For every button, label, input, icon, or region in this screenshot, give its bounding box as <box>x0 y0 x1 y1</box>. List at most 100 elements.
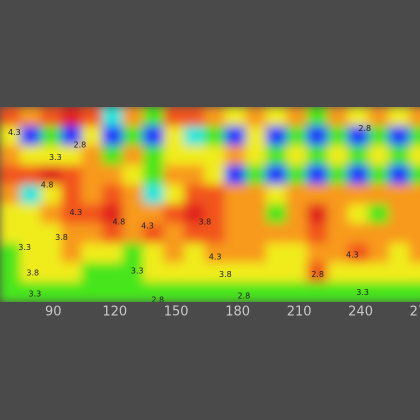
contour-cell <box>347 184 370 205</box>
contour-cell <box>60 126 83 147</box>
contour-cell <box>388 145 411 166</box>
contour-cell <box>388 262 411 283</box>
contour-cell <box>122 262 144 283</box>
x-tick-label: 90 <box>45 305 62 320</box>
contour-cell <box>245 126 267 147</box>
contour-cell <box>245 223 267 244</box>
contour-cell <box>388 223 411 244</box>
contour-label: 2.8 <box>74 141 87 150</box>
contour-cell <box>409 126 420 147</box>
contour-cell <box>101 204 124 225</box>
contour-cell <box>368 282 390 302</box>
contour-cell <box>224 145 247 166</box>
contour-cell <box>122 282 144 302</box>
contour-labels: 4.3 3.3 4.8 4.3 4.8 3.8 3.3 3.8 3.3 4.3 3.8 4.3 3.3 2… <box>8 124 371 302</box>
contour-cell <box>101 262 124 283</box>
contour-cell <box>388 282 411 302</box>
contour-cell <box>347 204 370 225</box>
contour-cell <box>265 223 288 244</box>
contour-cell <box>19 282 42 302</box>
contour-cell <box>368 243 390 264</box>
contour-cell <box>347 282 370 302</box>
contour-cell <box>306 145 329 166</box>
contour-cell <box>183 165 206 186</box>
contour-cell <box>245 165 267 186</box>
contour-cell <box>409 145 420 166</box>
contour-cell <box>122 184 144 205</box>
contour-cell <box>204 165 226 186</box>
contour-cell <box>101 184 124 205</box>
contour-cell <box>368 107 390 127</box>
contour-label: 4.3 <box>346 251 359 260</box>
contour-cell <box>122 165 144 186</box>
contour-cell <box>81 107 103 127</box>
x-tick-label: 210 <box>287 305 312 320</box>
contour-cell <box>347 223 370 244</box>
contour-cell <box>163 184 185 205</box>
contour-cell <box>388 204 411 225</box>
contour-cell <box>183 184 206 205</box>
contour-label: 4.8 <box>112 218 125 227</box>
contour-cell <box>183 204 206 225</box>
contour-cell <box>40 262 62 283</box>
contour-cell <box>388 184 411 205</box>
contour-cell <box>40 126 62 147</box>
contour-cell <box>183 126 206 147</box>
contour-cell <box>142 145 165 166</box>
contour-cell <box>224 204 247 225</box>
x-tick-label: 270 <box>410 305 420 320</box>
contour-cell <box>19 184 42 205</box>
contour-label: 3.8 <box>219 270 232 279</box>
contour-cell <box>0 282 21 302</box>
contour-label: 3.8 <box>55 233 68 242</box>
contour-cell <box>368 145 390 166</box>
contour-cell <box>163 145 185 166</box>
contour-label: 4.3 <box>8 128 21 137</box>
contour-cell <box>327 145 349 166</box>
contour-cell <box>306 184 329 205</box>
contour-cell <box>183 107 206 127</box>
contour-cell <box>286 145 308 166</box>
contour-cell <box>81 145 103 166</box>
contour-cell <box>0 145 21 166</box>
contour-cell <box>347 243 370 264</box>
contour-cell <box>368 262 390 283</box>
contour-label: 4.3 <box>209 253 222 262</box>
contour-cell <box>327 282 349 302</box>
contour-cell <box>327 223 349 244</box>
contour-cell <box>245 243 267 264</box>
contour-cell <box>306 223 329 244</box>
contour-cell <box>81 204 103 225</box>
contour-cell <box>101 165 124 186</box>
contour-cell <box>81 184 103 205</box>
contour-cell <box>286 204 308 225</box>
contour-cell <box>306 262 329 283</box>
contour-cell <box>163 126 185 147</box>
contour-cell <box>286 223 308 244</box>
contour-cell <box>60 165 83 186</box>
contour-cell <box>0 184 21 205</box>
contour-label: 3.3 <box>49 153 62 162</box>
contour-cell <box>101 223 124 244</box>
contour-cell <box>122 204 144 225</box>
contour-cell <box>347 165 370 186</box>
contour-cell <box>265 126 288 147</box>
contour-cell <box>224 126 247 147</box>
contour-cell <box>306 107 329 127</box>
contour-cell <box>204 145 226 166</box>
contour-cell <box>265 145 288 166</box>
contour-cell <box>265 165 288 186</box>
contour-cell <box>40 107 62 127</box>
contour-cell <box>142 243 165 264</box>
contour-cell <box>60 184 83 205</box>
plot-area: 4.3 3.3 4.8 4.3 4.8 3.8 3.3 3.8 3.3 4.3 3.8 4.3 3.3 2… <box>0 107 420 302</box>
contour-cell <box>245 262 267 283</box>
contour-cell <box>40 243 62 264</box>
contour-cell <box>19 223 42 244</box>
contour-cell <box>224 165 247 186</box>
contour-cell <box>265 107 288 127</box>
contour-cell <box>409 165 420 186</box>
contour-cell <box>0 126 21 147</box>
contour-cell <box>60 243 83 264</box>
contour-cell <box>368 204 390 225</box>
